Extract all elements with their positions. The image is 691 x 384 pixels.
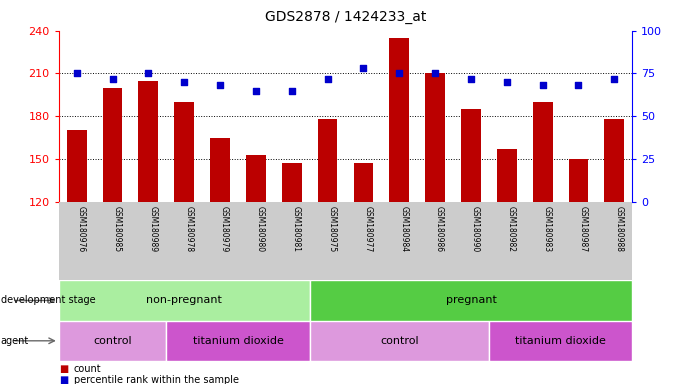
Text: development stage: development stage <box>1 295 95 306</box>
Text: GSM180988: GSM180988 <box>614 205 623 252</box>
Text: GDS2878 / 1424233_at: GDS2878 / 1424233_at <box>265 10 426 24</box>
Point <box>537 82 548 88</box>
Point <box>358 65 369 71</box>
Text: control: control <box>93 336 132 346</box>
Bar <box>246 155 266 372</box>
Bar <box>282 163 301 372</box>
Text: GSM180979: GSM180979 <box>220 205 229 252</box>
Bar <box>310 321 489 361</box>
Bar <box>533 102 553 372</box>
Text: titanium dioxide: titanium dioxide <box>515 336 606 346</box>
Text: GSM180981: GSM180981 <box>292 205 301 252</box>
Bar <box>390 38 409 372</box>
Bar <box>569 159 588 372</box>
Point <box>501 79 512 85</box>
Point <box>179 79 190 85</box>
Text: GSM180985: GSM180985 <box>113 205 122 252</box>
Text: GSM180978: GSM180978 <box>184 205 193 252</box>
Bar <box>489 321 632 361</box>
Text: GSM180990: GSM180990 <box>471 205 480 252</box>
Text: GSM180984: GSM180984 <box>399 205 408 252</box>
Point <box>250 88 261 94</box>
Text: non-pregnant: non-pregnant <box>146 295 222 306</box>
Bar <box>59 280 310 321</box>
Text: titanium dioxide: titanium dioxide <box>193 336 283 346</box>
Bar <box>318 119 337 372</box>
Bar <box>310 280 632 321</box>
Bar <box>461 109 481 372</box>
Point <box>573 82 584 88</box>
Text: GSM180987: GSM180987 <box>578 205 587 252</box>
Bar <box>103 88 122 372</box>
Point <box>143 70 154 76</box>
Text: ■: ■ <box>59 364 68 374</box>
Text: GSM180976: GSM180976 <box>77 205 86 252</box>
Point <box>466 76 477 82</box>
Bar <box>605 119 624 372</box>
Text: GSM180975: GSM180975 <box>328 205 337 252</box>
Text: GSM180986: GSM180986 <box>435 205 444 252</box>
Bar <box>67 131 86 372</box>
Point <box>286 88 297 94</box>
Text: count: count <box>74 364 102 374</box>
Text: GSM180989: GSM180989 <box>149 205 158 252</box>
Text: GSM180977: GSM180977 <box>363 205 372 252</box>
Bar <box>497 149 517 372</box>
Point <box>394 70 405 76</box>
Text: agent: agent <box>1 336 29 346</box>
Text: control: control <box>380 336 419 346</box>
Bar <box>174 102 194 372</box>
Point <box>430 70 441 76</box>
Point <box>609 76 620 82</box>
Point <box>214 82 225 88</box>
Point <box>71 70 82 76</box>
Bar <box>354 163 373 372</box>
Bar <box>210 137 230 372</box>
Text: ■: ■ <box>59 375 68 384</box>
Text: GSM180980: GSM180980 <box>256 205 265 252</box>
Text: pregnant: pregnant <box>446 295 496 306</box>
Point <box>107 76 118 82</box>
Bar <box>138 81 158 372</box>
Point <box>322 76 333 82</box>
Bar <box>425 73 445 372</box>
Text: GSM180983: GSM180983 <box>542 205 551 252</box>
Text: percentile rank within the sample: percentile rank within the sample <box>74 375 239 384</box>
Text: GSM180982: GSM180982 <box>507 205 515 252</box>
Bar <box>167 321 310 361</box>
Bar <box>59 321 167 361</box>
